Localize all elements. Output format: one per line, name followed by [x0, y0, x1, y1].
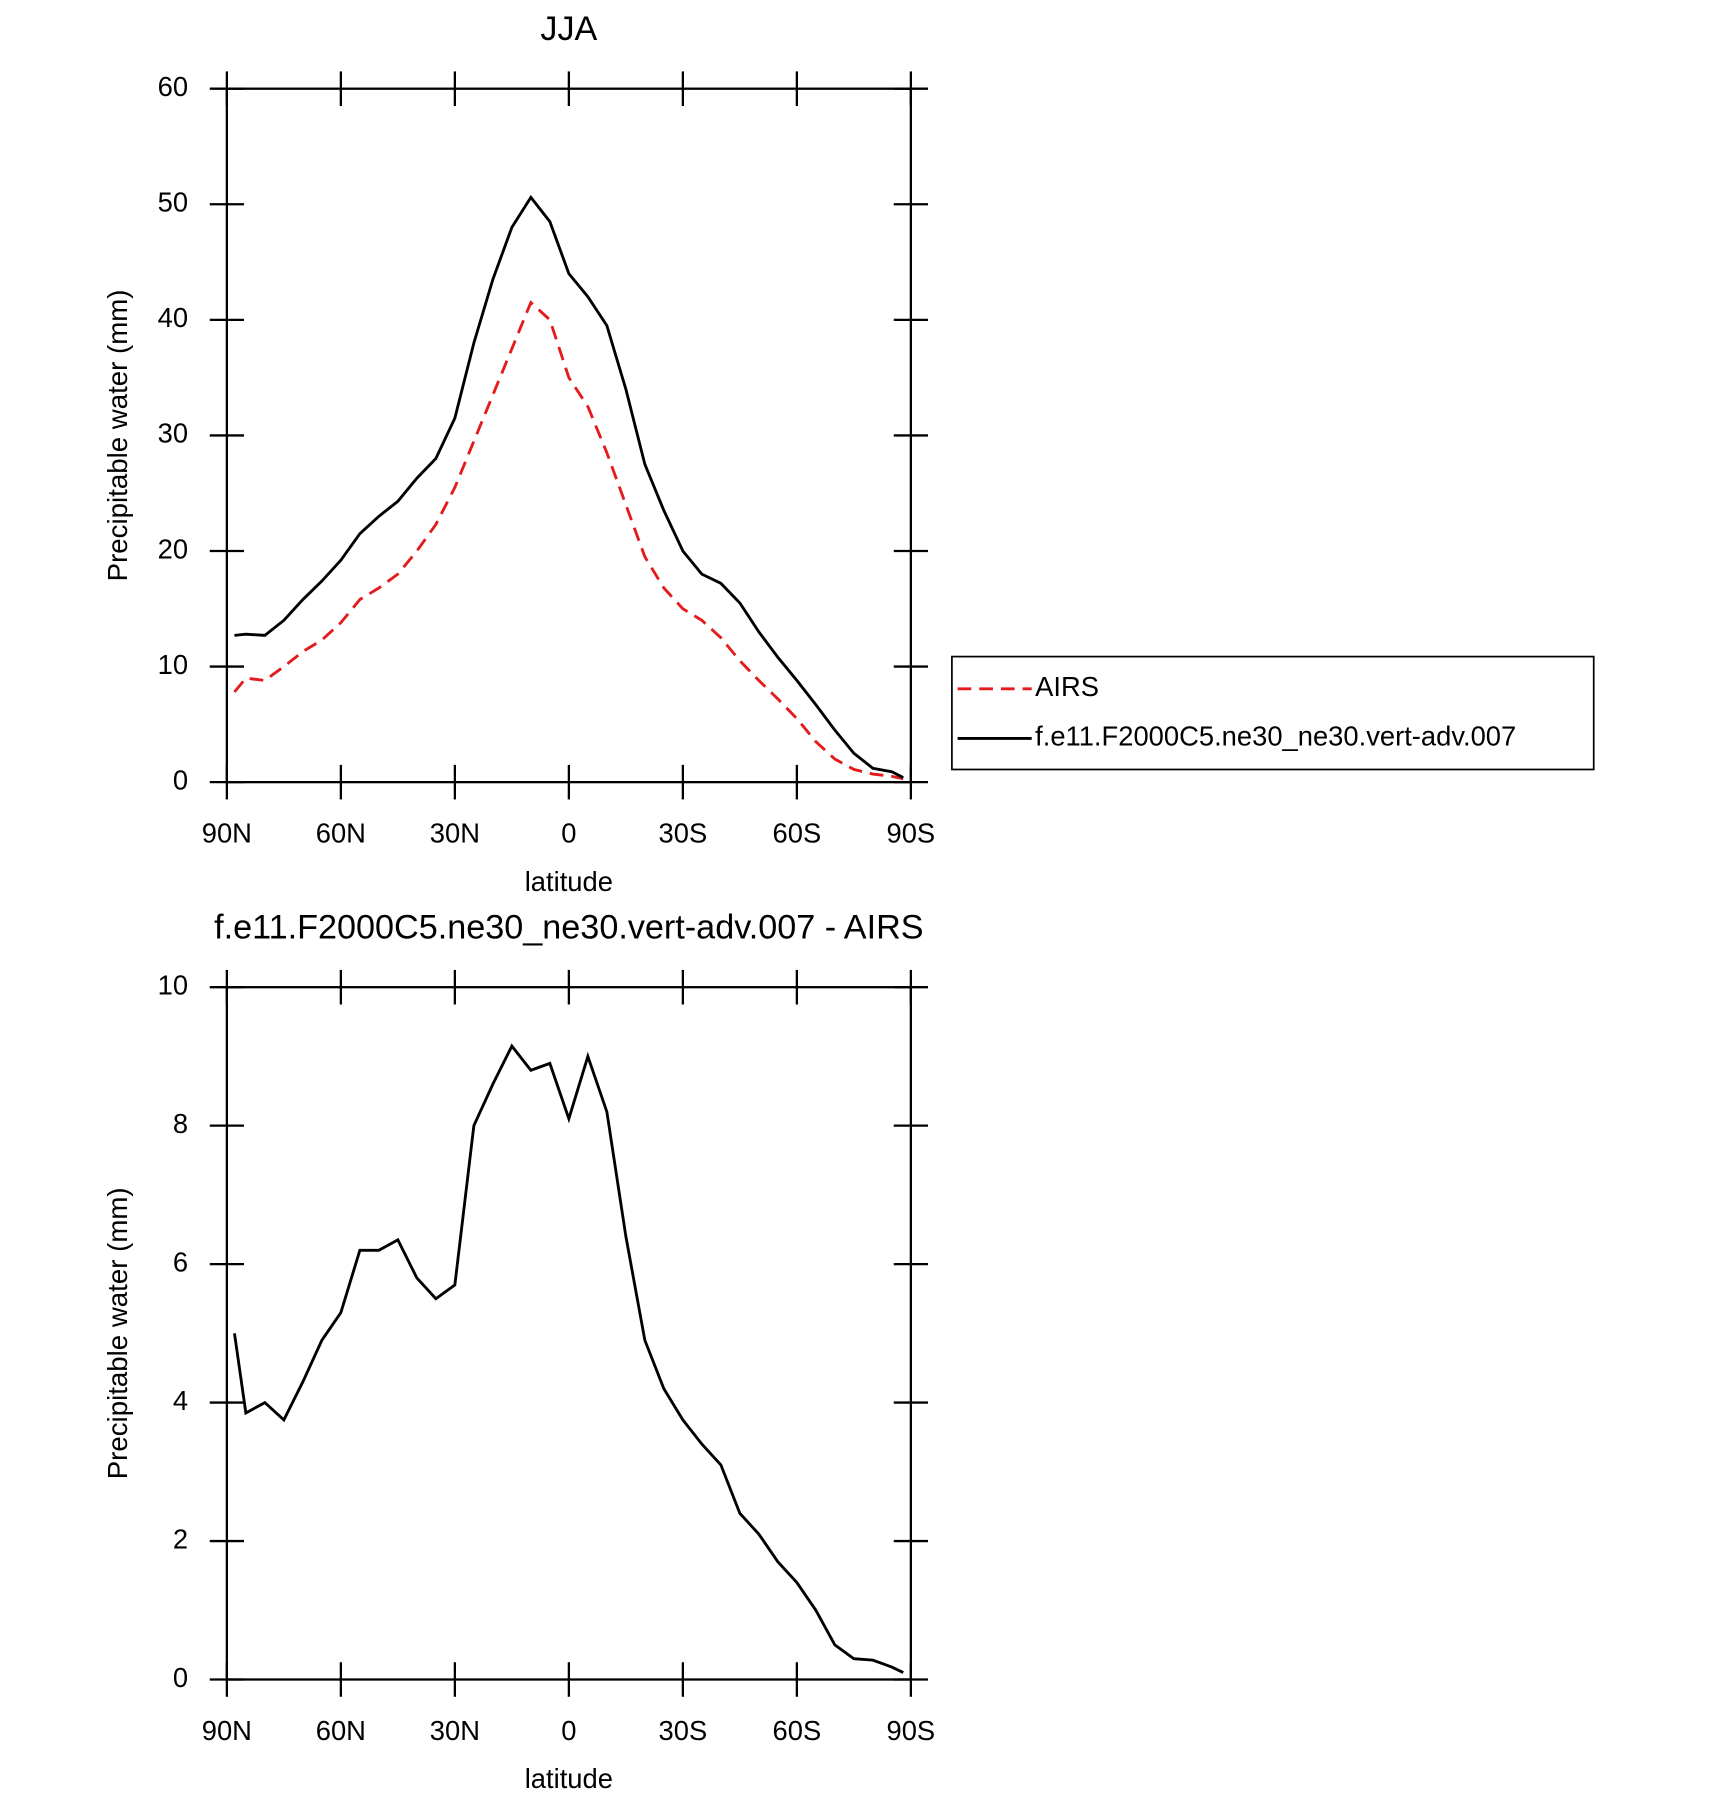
x-tick-label: 60N: [316, 1715, 366, 1746]
x-axis-label: latitude: [525, 1763, 613, 1794]
data-line: [233, 300, 904, 781]
y-tick-label: 40: [158, 302, 188, 333]
x-tick-label: 90S: [887, 1715, 936, 1746]
y-tick-label: 0: [173, 1662, 188, 1693]
y-tick-label: 4: [173, 1385, 188, 1416]
x-tick-label: 30S: [659, 1715, 708, 1746]
y-tick-label: 10: [158, 969, 188, 1000]
y-axis-label: Precipitable water (mm): [102, 289, 133, 581]
x-tick-label: 60S: [773, 1715, 822, 1746]
y-tick-label: 30: [158, 418, 188, 449]
y-tick-label: 0: [173, 764, 188, 795]
x-tick-label: 60S: [773, 817, 822, 848]
x-tick-label: 0: [561, 817, 576, 848]
legend-label: f.e11.F2000C5.ne30_ne30.vert-adv.007: [1035, 721, 1516, 752]
x-tick-label: 0: [561, 1715, 576, 1746]
x-axis-label: latitude: [525, 866, 613, 897]
chart-title: f.e11.F2000C5.ne30_ne30.vert-adv.007 - A…: [214, 909, 923, 947]
x-tick-label: 30N: [430, 817, 480, 848]
plot-frame: [225, 986, 912, 1681]
chart-title: JJA: [540, 10, 597, 48]
legend-box: [951, 655, 1595, 771]
y-tick-label: 10: [158, 649, 188, 680]
legend-label: AIRS: [1035, 671, 1099, 702]
y-tick-label: 8: [173, 1108, 188, 1139]
x-tick-label: 60N: [316, 817, 366, 848]
plot-frame: [225, 87, 912, 784]
x-tick-label: 90N: [202, 1715, 252, 1746]
y-tick-label: 60: [158, 71, 188, 102]
y-tick-label: 50: [158, 186, 188, 217]
x-tick-label: 90S: [887, 817, 936, 848]
y-axis-label: Precipitable water (mm): [102, 1187, 133, 1479]
y-tick-label: 6: [173, 1246, 188, 1277]
x-tick-label: 90N: [202, 817, 252, 848]
x-tick-label: 30N: [430, 1715, 480, 1746]
x-tick-label: 30S: [659, 817, 708, 848]
y-tick-label: 20: [158, 533, 188, 564]
data-line: [234, 194, 904, 779]
y-tick-label: 2: [173, 1523, 188, 1554]
data-line: [233, 1043, 904, 1674]
